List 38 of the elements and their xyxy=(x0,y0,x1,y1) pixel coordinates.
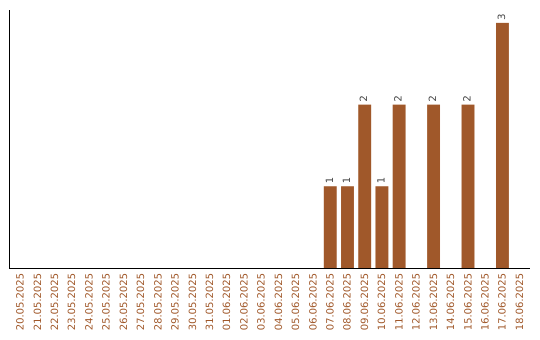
x-tick-label: 28.05.2025 xyxy=(153,273,164,330)
x-tick-label: 14.06.2025 xyxy=(446,273,458,330)
data-label: 2 xyxy=(394,95,405,102)
x-tick-label: 25.05.2025 xyxy=(102,273,113,330)
x-tick-label: 09.06.2025 xyxy=(360,273,371,330)
data-label: 3 xyxy=(496,14,508,20)
x-tick-label: 18.06.2025 xyxy=(514,273,526,330)
x-tick-label: 24.05.2025 xyxy=(84,273,96,330)
x-tick-label: 16.06.2025 xyxy=(480,273,492,330)
x-tick-label: 15.06.2025 xyxy=(463,273,474,330)
x-tick-label: 22.05.2025 xyxy=(50,273,62,330)
x-tick-label: 23.05.2025 xyxy=(67,273,78,330)
x-tick-label: 29.05.2025 xyxy=(170,273,182,330)
x-tick-label: 08.06.2025 xyxy=(342,273,354,330)
x-tick-label: 21.05.2025 xyxy=(32,273,44,330)
x-tick-label: 01.06.2025 xyxy=(222,273,234,330)
x-tick-label: 27.05.2025 xyxy=(136,273,148,330)
data-label: 1 xyxy=(376,176,388,184)
x-tick-label: 31.05.2025 xyxy=(204,273,216,330)
x-tick-label: 05.06.2025 xyxy=(291,273,302,330)
x-tick-label: 07.06.2025 xyxy=(326,273,337,330)
data-label: 2 xyxy=(359,95,370,102)
x-tick-label: 04.06.2025 xyxy=(274,273,285,330)
data-label: 2 xyxy=(462,95,474,102)
x-tick-label: 02.06.2025 xyxy=(239,273,250,330)
x-tick-label: 10.06.2025 xyxy=(377,273,388,330)
x-tick-label: 26.05.2025 xyxy=(118,273,130,330)
data-label: 2 xyxy=(428,95,440,102)
x-tick-label: 12.06.2025 xyxy=(412,273,423,330)
x-tick-label: 11.06.2025 xyxy=(394,273,406,330)
x-tick-label: 30.05.2025 xyxy=(188,273,199,330)
data-label: 1 xyxy=(324,176,336,184)
x-tick-label: 03.06.2025 xyxy=(256,273,268,330)
x-tick-label: 20.05.2025 xyxy=(16,273,27,330)
x-tick-label: 06.06.2025 xyxy=(308,273,320,330)
x-tick-label: 13.06.2025 xyxy=(428,273,440,330)
x-tick-label: 17.06.2025 xyxy=(498,273,509,330)
data-label: 1 xyxy=(342,176,353,184)
